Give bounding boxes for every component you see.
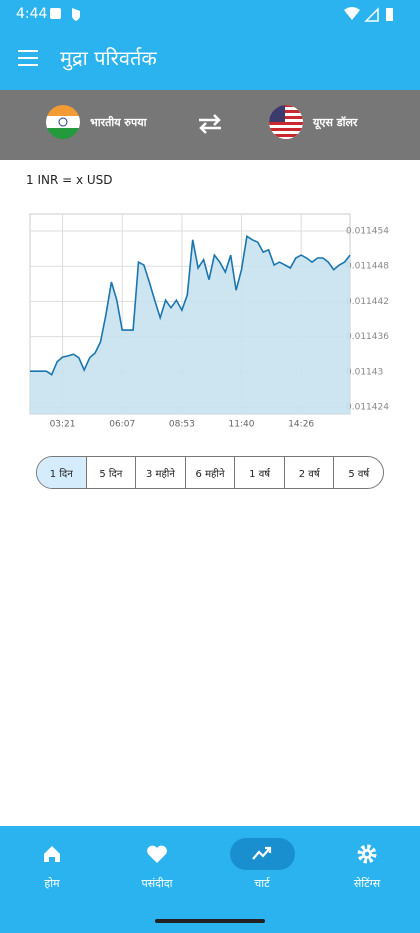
nav-icons bbox=[44, 838, 377, 923]
y-tick-label: 0.011436 bbox=[346, 332, 389, 342]
menu-button[interactable] bbox=[18, 49, 40, 67]
chart: 0.011424 0.01143 0.011436 0.011442 0.011448 0… bbox=[29, 213, 389, 430]
nav-item[interactable]: चार्ट bbox=[254, 877, 270, 890]
currency-bar: भारतीय रुपया यूएस डॉलर bbox=[0, 90, 420, 160]
x-tick-label: 06:07 bbox=[109, 420, 135, 430]
to-currency[interactable]: यूएस डॉलर bbox=[313, 116, 358, 129]
area bbox=[30, 236, 350, 414]
y-tick-label: 0.01143 bbox=[346, 367, 383, 377]
clock: 4:44 bbox=[16, 6, 48, 22]
flag-india[interactable] bbox=[45, 104, 81, 140]
app-title: मुद्रा परिवर्तक bbox=[60, 46, 157, 70]
status-icons bbox=[50, 8, 80, 21]
nav-item[interactable]: सेटिंग्स bbox=[353, 877, 381, 890]
y-tick-label: 0.011448 bbox=[346, 262, 389, 272]
chart-title: 1 INR = x USD bbox=[26, 173, 113, 187]
period-button[interactable]: 5 वर्ष bbox=[333, 457, 383, 488]
x-tick-label: 08:53 bbox=[169, 420, 195, 430]
system-icons bbox=[344, 7, 393, 22]
y-tick-label: 0.011442 bbox=[346, 297, 389, 307]
x-tick-label: 03:21 bbox=[50, 420, 76, 430]
status-bar: 4:44 bbox=[0, 0, 420, 30]
line bbox=[30, 234, 351, 376]
y-tick-label: 0.011454 bbox=[346, 227, 389, 237]
period-selector: 1 दिन 5 दिन 3 महीने 6 महीने 1 वर्ष 2 वर्ष 5 वर… bbox=[36, 456, 384, 489]
nav-item[interactable]: पसंदीदा bbox=[141, 877, 173, 890]
nav-item[interactable]: होम bbox=[44, 877, 60, 890]
period-button[interactable]: 1 वर्ष bbox=[234, 457, 284, 488]
from-currency[interactable]: भारतीय रुपया bbox=[90, 116, 147, 129]
app-bar: मुद्रा परिवर्तक bbox=[0, 30, 420, 90]
x-tick-label: 14:26 bbox=[288, 420, 314, 430]
flag-usa[interactable] bbox=[268, 104, 304, 140]
bottom-nav: होम पसंदीदा चार्ट सेटिंग्स bbox=[0, 826, 420, 933]
period-button[interactable]: 1 दिन bbox=[37, 457, 86, 488]
x-tick-label: 11:40 bbox=[229, 420, 255, 430]
period-button[interactable]: 5 दिन bbox=[85, 457, 136, 488]
period-button[interactable]: 3 महीने bbox=[135, 457, 185, 488]
swap-button[interactable] bbox=[197, 114, 223, 134]
period-button[interactable]: 6 महीने bbox=[184, 457, 235, 488]
period-button[interactable]: 2 वर्ष bbox=[283, 457, 334, 488]
y-tick-label: 0.011424 bbox=[346, 402, 389, 412]
